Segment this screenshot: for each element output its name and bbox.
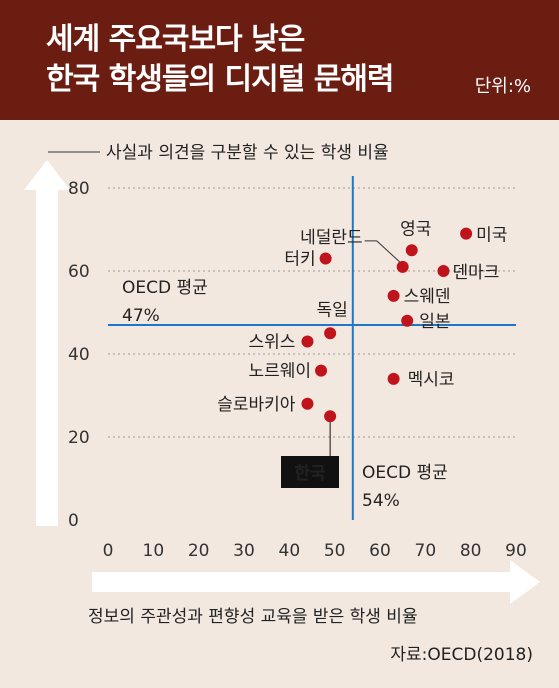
x-tick-label: 10 <box>143 541 165 561</box>
data-point <box>401 314 414 327</box>
data-point <box>396 260 409 273</box>
point-label: 슬로바키아 <box>217 395 296 415</box>
data-point <box>387 372 400 385</box>
point-label: 영국 <box>400 219 431 239</box>
point-label: 노르웨이 <box>249 362 312 382</box>
unit-label: 단위:% <box>474 76 531 97</box>
point-label: 스위스 <box>249 333 296 353</box>
y-tick-label: 80 <box>68 179 90 199</box>
point-label: 스웨덴 <box>404 287 451 307</box>
y-tick-label: 40 <box>68 345 90 365</box>
avg-x-value: 54% <box>362 491 400 511</box>
chart-title-line2: 한국 학생들의 디지털 문해력 <box>46 62 395 97</box>
x-tick-label: 80 <box>460 541 482 561</box>
point-label: 네덜란드 <box>300 228 363 248</box>
chart-title-line1: 세계 주요국보다 낮은 <box>46 22 305 57</box>
x-tick-label: 30 <box>233 541 255 561</box>
x-axis-title: 정보의 주관성과 편향성 교육을 받은 학생 비율 <box>88 607 418 627</box>
point-label: 덴마크 <box>452 263 499 283</box>
avg-x-label: OECD 평균 <box>362 463 448 483</box>
y-axis-title: 사실과 의견을 구분할 수 있는 학생 비율 <box>106 143 389 163</box>
point-label: 멕시코 <box>408 370 455 390</box>
source-note: 자료:OECD(2018) <box>390 645 533 665</box>
avg-y-label: OECD 평균 <box>122 278 208 298</box>
x-tick-label: 90 <box>505 541 527 561</box>
x-tick-label: 60 <box>369 541 391 561</box>
data-point <box>319 252 332 265</box>
data-point <box>324 410 337 423</box>
data-point <box>301 397 314 410</box>
y-tick-label: 20 <box>68 428 90 448</box>
data-point <box>324 327 337 340</box>
x-tick-label: 40 <box>279 541 301 561</box>
data-point <box>315 364 328 377</box>
y-axis-arrow <box>24 160 70 526</box>
chart-title: 세계 주요국보다 낮은 한국 학생들의 디지털 문해력 <box>46 20 446 100</box>
point-label: 미국 <box>476 226 507 246</box>
data-point <box>460 227 473 240</box>
point-label: 한국 <box>294 464 326 484</box>
x-tick-label: 0 <box>103 541 114 561</box>
y-tick-label: 60 <box>68 262 90 282</box>
chart-header: 세계 주요국보다 낮은 한국 학생들의 디지털 문해력 단위:% <box>0 0 559 120</box>
data-point <box>301 335 314 348</box>
x-tick-label: 50 <box>324 541 346 561</box>
x-tick-label: 70 <box>415 541 437 561</box>
data-point <box>437 265 450 277</box>
data-point <box>387 289 400 302</box>
point-label: 일본 <box>419 312 450 332</box>
plot-area: 0 20 40 60 80 0 10 20 30 40 50 60 70 80 90 OECD 평균 47% OE… <box>68 176 527 561</box>
highlight-box <box>281 456 339 488</box>
point-label: 독일 <box>316 300 347 320</box>
x-tick-label: 20 <box>188 541 210 561</box>
x-axis-arrow <box>92 560 540 604</box>
label-leader <box>364 240 401 263</box>
data-point <box>405 244 418 257</box>
y-tick-label: 0 <box>68 511 79 531</box>
point-label: 터키 <box>284 250 315 270</box>
avg-y-value: 47% <box>122 306 160 326</box>
